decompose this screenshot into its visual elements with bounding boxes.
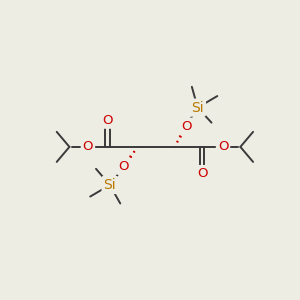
Text: Si: Si bbox=[191, 100, 204, 115]
Text: O: O bbox=[118, 160, 129, 173]
Text: Si: Si bbox=[103, 178, 116, 192]
Text: O: O bbox=[83, 140, 93, 153]
Text: O: O bbox=[181, 120, 191, 133]
Text: O: O bbox=[102, 114, 113, 127]
Text: O: O bbox=[218, 140, 228, 153]
Text: O: O bbox=[197, 167, 208, 180]
